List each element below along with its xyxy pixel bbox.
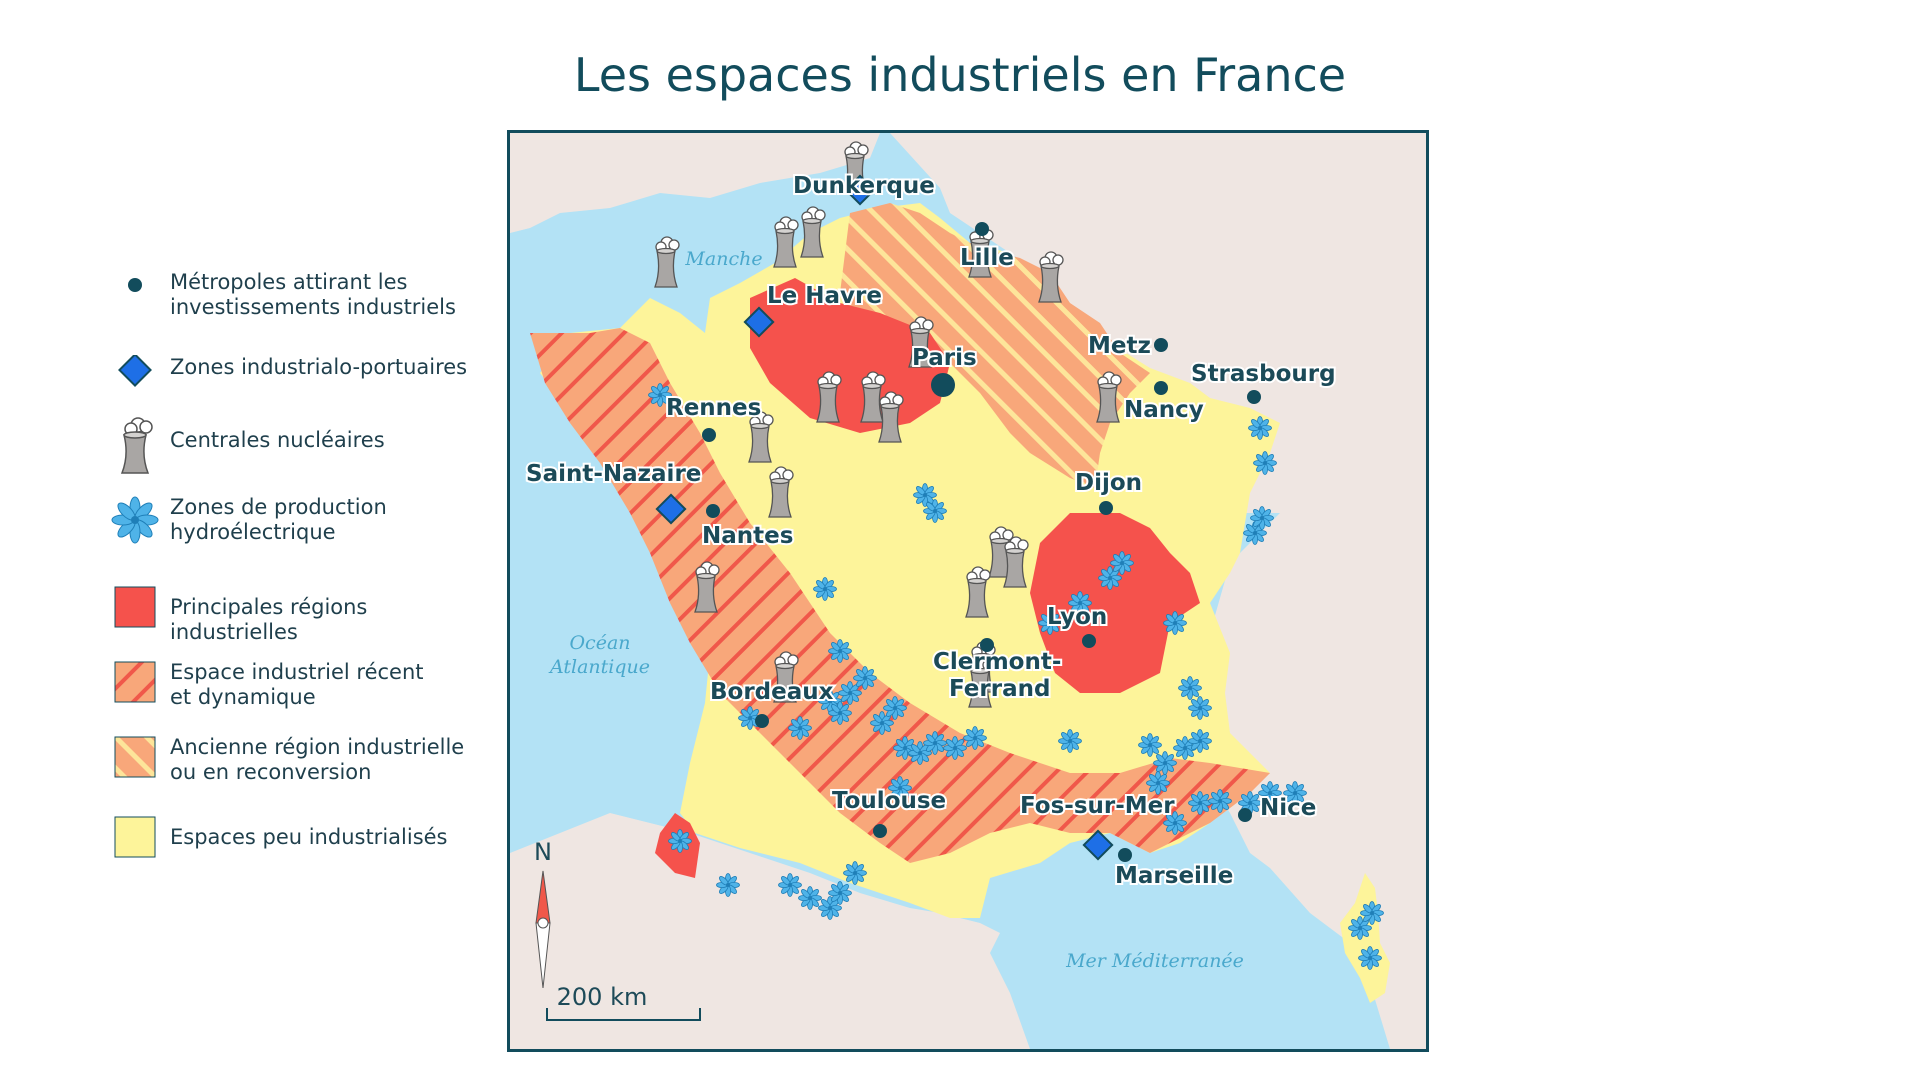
- metropole-dot-lille: [975, 222, 989, 236]
- city-label-dijon: Dijon: [1075, 470, 1142, 496]
- city-label-toulouse: Toulouse: [832, 788, 946, 814]
- hydro-flower-icon: [779, 874, 802, 897]
- port-diamond-icon: [110, 355, 160, 405]
- hydro-flower-icon: [844, 862, 867, 885]
- legend-item-recent-hatch: Espace industriel récentet dynamique: [110, 660, 490, 720]
- hydro-flower-icon: [814, 578, 837, 601]
- sea-label-mediterranee: Mer Méditerranée: [1065, 950, 1244, 972]
- metropole-dot-nice: [1238, 808, 1252, 822]
- hydro-flower-icon: [789, 717, 812, 740]
- legend-label-line2: et dynamique: [170, 685, 316, 709]
- metropole-dot-nancy: [1154, 381, 1168, 395]
- scale-label: 200 km: [557, 983, 648, 1011]
- metropole-dot-marseille: [1118, 848, 1132, 862]
- yellow-area-swatch-icon: [110, 815, 160, 865]
- city-label-rennes: Rennes: [666, 395, 761, 421]
- old-hatch-swatch-icon: [110, 735, 160, 785]
- metropole-dot-bordeaux: [755, 714, 769, 728]
- hydro-flower-icon: [884, 697, 907, 720]
- metropole-dot-icon: [110, 270, 160, 320]
- red-region-swatch-icon: [110, 585, 160, 635]
- metropole-dot-toulouse: [873, 824, 887, 838]
- metropole-dot-lyon: [1082, 634, 1096, 648]
- city-label-marseille: Marseille: [1115, 863, 1233, 889]
- legend-item-nuclear: Centrales nucléaires: [110, 410, 490, 470]
- page-title: Les espaces industriels en France: [0, 48, 1920, 102]
- hydro-flower-icon: [944, 737, 967, 760]
- hydro-flower-icon: [110, 495, 160, 545]
- hydro-flower-icon: [829, 882, 852, 905]
- hydro-flower-icon: [799, 887, 822, 910]
- hydro-flower-icon: [1139, 734, 1162, 757]
- metropole-dot-metz: [1154, 338, 1168, 352]
- legend-item-old-hatch: Ancienne région industrielleou en reconv…: [110, 735, 490, 795]
- city-label-nantes: Nantes: [702, 523, 793, 549]
- legend-item-hydro: Zones de productionhydroélectrique: [110, 495, 490, 555]
- legend-label-line2: hydroélectrique: [170, 520, 336, 544]
- city-label-nice: Nice: [1260, 795, 1316, 821]
- hydro-flower-icon: [1154, 752, 1177, 775]
- hydro-flower-icon: [924, 732, 947, 755]
- hydro-flower-icon: [1059, 730, 1082, 753]
- hydro-flower-icon: [964, 727, 987, 750]
- hydro-flower-icon: [1179, 677, 1202, 700]
- hydro-flower-icon: [1251, 507, 1274, 530]
- city-label-le-havre: Le Havre: [767, 283, 882, 309]
- legend-label: Zones industrialo-portuaires: [170, 355, 500, 380]
- hydro-flower-icon: [1147, 772, 1170, 795]
- legend-label-line1: Zones de production: [170, 495, 387, 519]
- hydro-flower-icon: [1209, 790, 1232, 813]
- metropole-dot-nantes: [706, 504, 720, 518]
- legend-label-line1: Métropoles attirant les: [170, 270, 407, 294]
- metropole-dot-dijon: [1099, 501, 1113, 515]
- hydro-flower-icon: [829, 640, 852, 663]
- city-label-saint-nazaire: Saint-Nazaire: [526, 461, 701, 487]
- sea-label-ocean-line2: Atlantique: [548, 656, 650, 678]
- legend-label-line1: Espace industriel récent: [170, 660, 424, 684]
- hydro-flower-icon: [1361, 902, 1384, 925]
- hydro-flower-icon: [1189, 697, 1212, 720]
- city-label-lille: Lille: [960, 245, 1014, 271]
- city-label-metz: Metz: [1088, 333, 1151, 359]
- hydro-flower-icon: [717, 874, 740, 897]
- metropole-dot-strasbourg: [1247, 390, 1261, 404]
- legend-label: Espaces peu industrialisés: [170, 825, 500, 850]
- city-label-clermont-line2: Ferrand: [949, 676, 1050, 702]
- hydro-flower-icon: [1164, 612, 1187, 635]
- city-label-fos-sur-mer: Fos-sur-Mer: [1020, 793, 1175, 819]
- legend-item-red-region: Principales régions industrielles: [110, 585, 490, 645]
- city-label-nancy: Nancy: [1124, 397, 1204, 423]
- metropole-dot-paris: [931, 373, 955, 397]
- hydro-flower-icon: [1249, 417, 1272, 440]
- legend-label: Principales régions industrielles: [170, 595, 500, 645]
- hydro-flower-icon: [1111, 552, 1134, 575]
- nuclear-plant-icon: [110, 410, 160, 480]
- city-label-strasbourg: Strasbourg: [1191, 361, 1336, 387]
- city-label-dunkerque: Dunkerque: [793, 173, 935, 199]
- city-label-paris: Paris: [912, 345, 977, 371]
- legend-label: Centrales nucléaires: [170, 428, 500, 453]
- compass-north-label: N: [534, 838, 552, 866]
- recent-hatch-swatch-icon: [110, 660, 160, 710]
- legend-label-line2: ou en reconversion: [170, 760, 371, 784]
- hydro-flower-icon: [1359, 947, 1382, 970]
- legend-item-yellow: Espaces peu industrialisés: [110, 815, 490, 875]
- legend-label-line1: Ancienne région industrielle: [170, 735, 464, 759]
- hydro-flower-icon: [1254, 452, 1277, 475]
- hydro-flower-icon: [924, 500, 947, 523]
- metropole-dot-rennes: [702, 428, 716, 442]
- sea-label-ocean-line1: Océan: [569, 632, 630, 654]
- legend-label-line2: investissements industriels: [170, 295, 456, 319]
- legend-item-port: Zones industrialo-portuaires: [110, 355, 490, 415]
- hydro-flower-icon: [1189, 730, 1212, 753]
- hydro-flower-icon: [854, 667, 877, 690]
- hydro-flower-icon: [669, 830, 692, 853]
- city-label-lyon: Lyon: [1047, 604, 1107, 630]
- sea-label-manche: Manche: [684, 248, 762, 270]
- hydro-flower-icon: [1189, 792, 1212, 815]
- city-label-clermont-line1: Clermont-: [933, 649, 1061, 675]
- legend-item-metropole: Métropoles attirant lesinvestissements i…: [110, 270, 490, 330]
- map: Manche Océan Atlantique Mer Méditerranée…: [507, 130, 1429, 1052]
- city-label-bordeaux: Bordeaux: [710, 679, 834, 705]
